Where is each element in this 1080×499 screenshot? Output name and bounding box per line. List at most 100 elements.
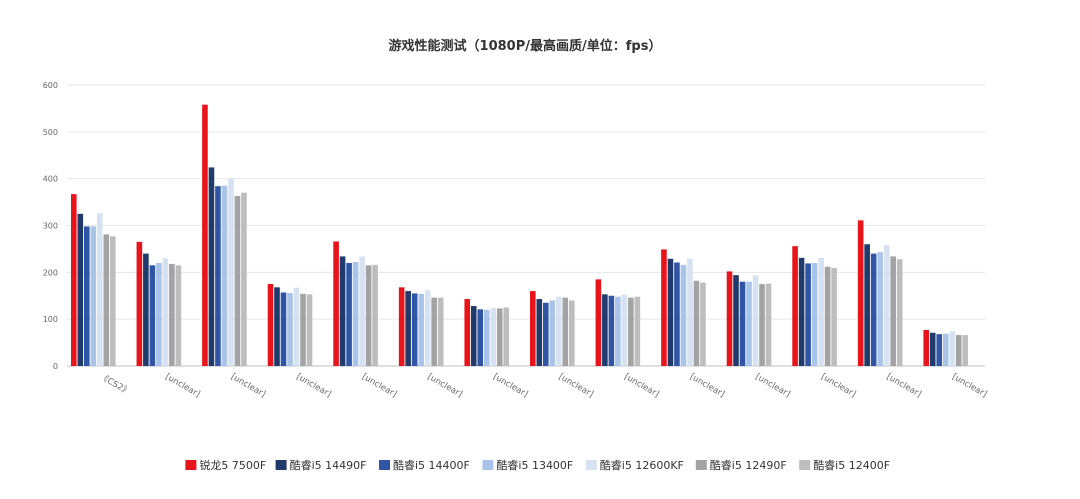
bar [759,284,765,366]
bar [602,294,608,366]
bar [962,335,969,366]
bar [739,281,746,366]
bar [293,287,300,366]
y-tick-label: 500 [43,128,58,137]
x-tick-label: [unclear] [819,372,857,400]
legend-label: 酷睿i5 12490F [710,458,787,472]
bar [883,245,890,366]
legend-swatch [585,460,597,470]
bar [857,220,864,366]
bar [877,252,883,366]
bar [543,302,549,366]
bar [503,307,510,366]
bar [241,192,247,366]
legend-item: 酷睿i5 12400F [799,458,890,472]
bar [228,178,234,366]
bar [765,283,772,366]
x-tick-label: [unclear] [491,372,529,400]
bar [437,297,444,366]
bar [418,293,424,366]
bar [352,262,359,366]
x-tick-label: 《CS2》 [98,372,132,398]
bar [90,226,97,366]
legend: 锐龙5 7500F 酷睿i5 14490F 酷睿i5 14400F 酷睿i5 1340… [185,458,890,472]
bar [496,308,503,366]
bars [71,104,969,367]
x-tick-label: [unclear] [557,372,595,400]
legend-item: 锐龙5 7500F [185,458,266,472]
legend-item: 酷睿i5 12600KF [585,458,684,472]
bar [398,287,405,366]
bar [674,262,680,366]
bar [470,306,477,366]
x-axis: 《CS2》 [unclear] [unclear] [unclear] [unclear… [98,372,989,400]
bar [831,268,837,366]
x-tick-label: [unclear] [622,372,660,400]
bar [792,246,798,366]
bar [97,213,103,366]
bar [424,290,431,366]
legend-label: 酷睿i5 12600KF [600,458,684,472]
bar [667,258,674,366]
bar [346,262,352,366]
legend-label: 酷睿i5 12400F [813,458,890,472]
bar [234,196,241,366]
bar [405,291,411,366]
bar [215,186,221,366]
bar [595,279,602,366]
bar [726,271,733,366]
bar [923,329,930,366]
bar [221,185,228,366]
bar [77,213,84,366]
y-axis: 0 100 200 300 400 500 600 [43,81,58,371]
bar [84,226,90,366]
legend-item: 酷睿i5 14490F [275,458,367,472]
bar [530,291,536,366]
legend-label: 酷睿i5 14400F [393,458,470,472]
legend-swatch [185,460,197,470]
bar [798,257,805,366]
bar [359,256,365,366]
bar [929,332,936,366]
bar [149,265,156,366]
legend-label: 锐龙5 7500F [199,458,266,472]
x-tick-label: [unclear] [426,372,464,400]
bar [483,309,490,366]
bar [339,256,346,366]
bar [733,275,739,366]
bar [818,257,824,366]
bar [431,297,437,366]
bar [549,300,556,366]
bar [300,293,306,366]
bar [372,264,378,366]
bar [156,262,162,366]
bar [562,297,569,366]
bar [365,265,372,366]
bar [824,266,831,366]
bar [752,275,759,366]
bar [700,282,706,366]
bar [628,297,634,366]
legend-swatch [695,460,707,470]
bar [333,241,339,366]
bar [267,284,274,366]
x-tick-label: [unclear] [295,372,333,400]
legend-label: 酷睿i5 14490F [290,458,367,472]
bar [143,253,149,366]
bar [136,241,143,366]
x-tick-label: [unclear] [885,372,923,400]
bar [162,258,169,366]
x-tick-label: [unclear] [950,372,988,400]
x-tick-label: [unclear] [360,372,398,400]
bar [693,280,700,366]
legend-item: 酷睿i5 12490F [695,458,787,472]
bar [746,281,752,366]
bar [634,296,641,366]
y-tick-label: 400 [43,175,58,184]
bar [175,265,182,366]
bar [615,296,621,366]
bar [280,292,287,366]
bar [274,287,280,366]
bar [896,259,903,366]
